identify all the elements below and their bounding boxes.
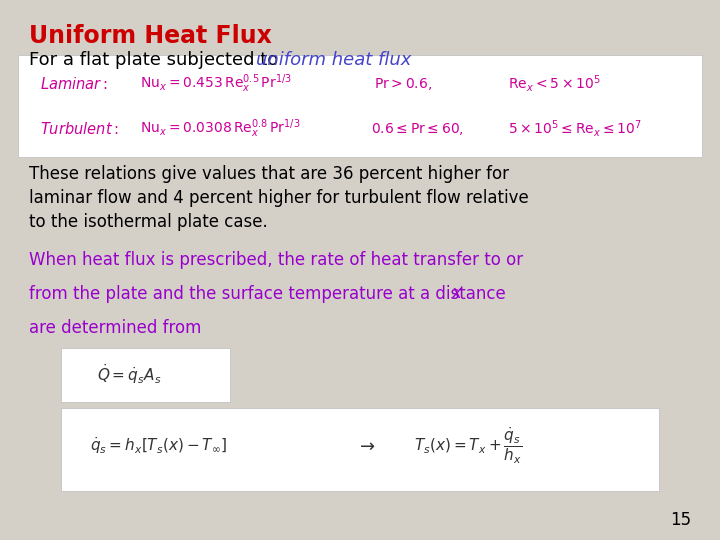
Text: are determined from: are determined from <box>29 319 201 337</box>
Text: laminar flow and 4 percent higher for turbulent flow relative: laminar flow and 4 percent higher for tu… <box>29 189 528 207</box>
FancyBboxPatch shape <box>61 408 659 491</box>
FancyBboxPatch shape <box>61 348 230 402</box>
Text: $\mathit{Turbulent:}$: $\mathit{Turbulent:}$ <box>40 120 119 137</box>
Text: uniform heat flux: uniform heat flux <box>256 51 411 69</box>
Text: $x$: $x$ <box>451 284 464 301</box>
Text: 15: 15 <box>670 511 691 529</box>
Text: $\rightarrow$: $\rightarrow$ <box>356 436 376 455</box>
FancyBboxPatch shape <box>18 55 702 157</box>
Text: $\dot{q}_s = h_x[T_s(x) - T_\infty]$: $\dot{q}_s = h_x[T_s(x) - T_\infty]$ <box>90 435 228 456</box>
Text: $\mathit{Laminar:}$: $\mathit{Laminar:}$ <box>40 76 107 92</box>
Text: $\mathrm{Nu}_x = 0.453\,\mathrm{Re}_x^{0.5}\,\mathrm{Pr}^{1/3}$: $\mathrm{Nu}_x = 0.453\,\mathrm{Re}_x^{0… <box>140 72 292 95</box>
Text: $T_s(x) = T_x + \dfrac{\dot{q}_s}{h_x}$: $T_s(x) = T_x + \dfrac{\dot{q}_s}{h_x}$ <box>414 426 522 465</box>
Text: $5 \times 10^5 \leq \mathrm{Re}_x \leq 10^7$: $5 \times 10^5 \leq \mathrm{Re}_x \leq 1… <box>508 118 642 139</box>
Text: from the plate and the surface temperature at a distance: from the plate and the surface temperatu… <box>29 285 510 303</box>
Text: $\dot{Q} = \dot{q}_s A_s$: $\dot{Q} = \dot{q}_s A_s$ <box>97 362 161 386</box>
Text: These relations give values that are 36 percent higher for: These relations give values that are 36 … <box>29 165 509 183</box>
Text: When heat flux is prescribed, the rate of heat transfer to or: When heat flux is prescribed, the rate o… <box>29 251 523 269</box>
Text: $\mathrm{Nu}_x = 0.0308\,\mathrm{Re}_x^{0.8}\,\mathrm{Pr}^{1/3}$: $\mathrm{Nu}_x = 0.0308\,\mathrm{Re}_x^{… <box>140 117 301 140</box>
Text: to the isothermal plate case.: to the isothermal plate case. <box>29 213 268 231</box>
Text: Uniform Heat Flux: Uniform Heat Flux <box>29 24 271 48</box>
Text: For a flat plate subjected to: For a flat plate subjected to <box>29 51 284 69</box>
Text: $0.6 \leq \mathrm{Pr} \leq 60,$: $0.6 \leq \mathrm{Pr} \leq 60,$ <box>371 120 464 137</box>
Text: $\mathrm{Re}_x < 5 \times 10^5$: $\mathrm{Re}_x < 5 \times 10^5$ <box>508 73 600 94</box>
Text: $\mathrm{Pr} > 0.6,$: $\mathrm{Pr} > 0.6,$ <box>374 76 433 92</box>
